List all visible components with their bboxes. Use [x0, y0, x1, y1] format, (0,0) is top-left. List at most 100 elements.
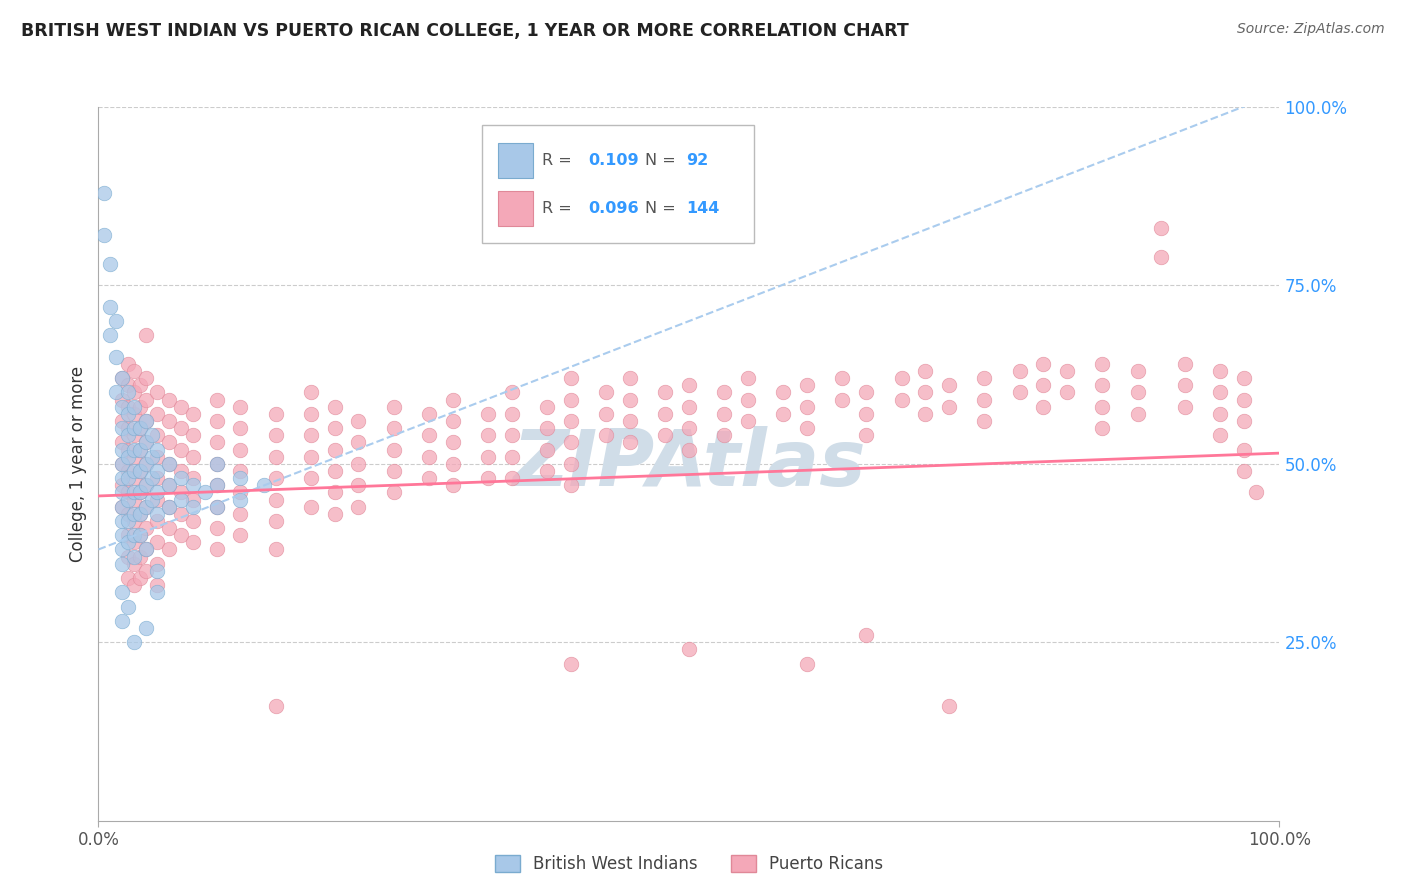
- Point: [122, 428, 145, 442]
- Point: [1008, 385, 1031, 400]
- Point: [117, 385, 139, 400]
- Point: [382, 485, 405, 500]
- Point: [135, 414, 157, 428]
- Point: [122, 421, 145, 435]
- Point: [122, 485, 145, 500]
- Point: [141, 471, 163, 485]
- Point: [128, 528, 150, 542]
- Point: [323, 507, 346, 521]
- Point: [135, 414, 157, 428]
- Point: [146, 485, 169, 500]
- Point: [111, 457, 134, 471]
- Point: [264, 428, 287, 442]
- Point: [205, 500, 228, 514]
- Point: [157, 500, 180, 514]
- Point: [117, 471, 139, 485]
- Point: [382, 464, 405, 478]
- Point: [105, 385, 128, 400]
- Point: [229, 507, 252, 521]
- Point: [181, 450, 204, 464]
- Point: [560, 435, 582, 450]
- Point: [264, 492, 287, 507]
- Point: [831, 371, 853, 385]
- Point: [1091, 400, 1114, 414]
- Point: [1174, 400, 1197, 414]
- Point: [122, 442, 145, 457]
- Point: [713, 428, 735, 442]
- Text: R =: R =: [543, 153, 572, 168]
- Point: [146, 578, 169, 592]
- Point: [181, 514, 204, 528]
- Text: Source: ZipAtlas.com: Source: ZipAtlas.com: [1237, 22, 1385, 37]
- Point: [135, 478, 157, 492]
- Point: [122, 557, 145, 571]
- Point: [111, 400, 134, 414]
- Point: [890, 392, 912, 407]
- Point: [737, 392, 759, 407]
- Point: [418, 407, 440, 421]
- Point: [146, 535, 169, 549]
- Point: [914, 385, 936, 400]
- Point: [1126, 385, 1149, 400]
- Point: [441, 414, 464, 428]
- Point: [501, 407, 523, 421]
- Point: [205, 435, 228, 450]
- Point: [855, 385, 877, 400]
- Point: [122, 535, 145, 549]
- Point: [181, 535, 204, 549]
- Point: [536, 400, 558, 414]
- Point: [181, 492, 204, 507]
- Point: [135, 621, 157, 635]
- Point: [157, 542, 180, 557]
- Point: [501, 428, 523, 442]
- Point: [105, 350, 128, 364]
- Point: [135, 435, 157, 450]
- Point: [205, 457, 228, 471]
- Point: [117, 428, 139, 442]
- Point: [128, 507, 150, 521]
- Point: [111, 514, 134, 528]
- Bar: [498, 191, 533, 227]
- Point: [122, 400, 145, 414]
- Point: [135, 457, 157, 471]
- Point: [117, 599, 139, 614]
- Point: [111, 392, 134, 407]
- Point: [1056, 385, 1078, 400]
- Point: [170, 400, 193, 414]
- Text: 0.096: 0.096: [589, 201, 640, 216]
- Point: [128, 378, 150, 392]
- Point: [264, 471, 287, 485]
- Point: [347, 414, 370, 428]
- Point: [157, 457, 180, 471]
- Point: [796, 378, 818, 392]
- Point: [111, 585, 134, 599]
- Point: [205, 500, 228, 514]
- Point: [146, 464, 169, 478]
- Point: [299, 450, 322, 464]
- Point: [1174, 378, 1197, 392]
- Point: [229, 421, 252, 435]
- Point: [595, 385, 617, 400]
- Point: [146, 507, 169, 521]
- Point: [122, 450, 145, 464]
- Point: [441, 392, 464, 407]
- Point: [117, 514, 139, 528]
- Point: [678, 642, 700, 657]
- Point: [1209, 428, 1232, 442]
- Point: [111, 542, 134, 557]
- Point: [122, 471, 145, 485]
- Point: [111, 485, 134, 500]
- Point: [1174, 357, 1197, 371]
- Point: [299, 500, 322, 514]
- Point: [1126, 407, 1149, 421]
- Point: [205, 521, 228, 535]
- Point: [146, 442, 169, 457]
- Point: [619, 371, 641, 385]
- Point: [1056, 364, 1078, 378]
- Point: [536, 442, 558, 457]
- Text: 92: 92: [686, 153, 709, 168]
- Point: [418, 428, 440, 442]
- Text: 144: 144: [686, 201, 720, 216]
- Point: [1091, 378, 1114, 392]
- Point: [128, 400, 150, 414]
